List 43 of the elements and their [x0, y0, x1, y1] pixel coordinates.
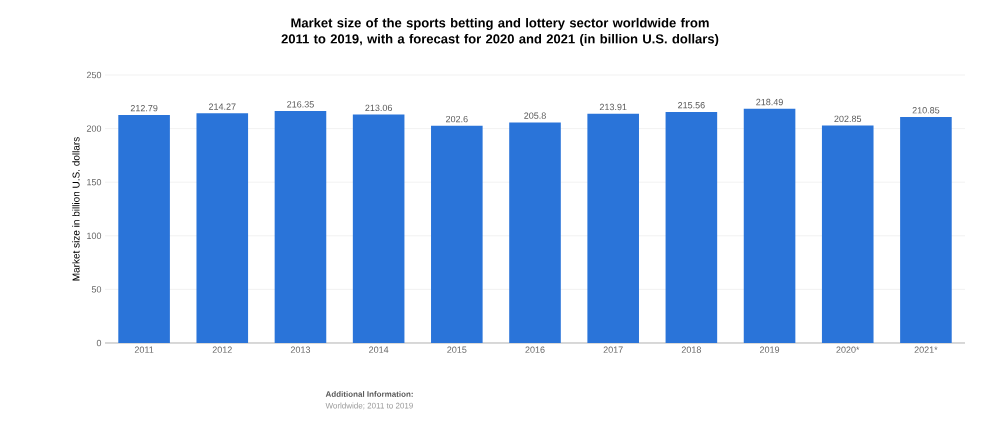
data-label: 215.56: [678, 102, 705, 109]
data-label: 202.85: [834, 115, 862, 123]
chart-title: Market size of the sports betting and lottery sector worldwide from 2011 to 2019, with a forecast for 2020 and 2021 (in billion U.S. dollars): [281, 17, 719, 47]
y-tick-label: 0: [96, 339, 102, 347]
x-tick-label: 2012: [212, 346, 232, 353]
y-axis-title: Market size in billion U.S. dollars: [72, 137, 80, 281]
data-label: 205.8: [524, 112, 546, 119]
bar: [509, 122, 561, 343]
y-tick-label: 100: [87, 232, 102, 239]
bar: [900, 116, 952, 343]
data-label: 213.91: [599, 103, 627, 111]
x-tick-label: 2016: [525, 346, 545, 353]
x-tick-label: 2015: [447, 346, 467, 353]
x-tick-label: 2017: [603, 346, 623, 353]
x-tick-label: 2011: [134, 346, 154, 353]
y-tick-label: 150: [87, 179, 102, 186]
data-label: 218.49: [756, 98, 783, 106]
data-label: 213.06: [365, 104, 393, 112]
data-label: 202.6: [446, 115, 468, 123]
data-label: 212.79: [130, 104, 158, 112]
bar: [587, 113, 639, 343]
bar: [196, 113, 249, 343]
data-label: 210.85: [912, 107, 940, 114]
data-label: 214.27: [208, 103, 236, 110]
y-tick-label: 250: [86, 71, 102, 79]
text: Additional Information:: [325, 391, 413, 397]
bar: [743, 108, 796, 343]
x-tick-label: 2021*: [914, 346, 938, 353]
data-label: 216.35: [287, 101, 314, 108]
y-tick-label: 50: [91, 286, 102, 293]
bar: [352, 114, 405, 343]
x-tick-label: 2018: [681, 346, 701, 353]
x-tick-label: 2014: [369, 346, 389, 353]
bar: [118, 114, 170, 343]
y-tick-label: 200: [86, 125, 102, 132]
bar: [431, 125, 483, 343]
x-tick-label: 2019: [760, 346, 780, 353]
bar: [274, 111, 327, 343]
x-tick-label: 2013: [290, 346, 311, 353]
bar: [821, 125, 874, 343]
text: Worldwide; 2011 to 2019: [325, 402, 413, 410]
x-tick-label: 2020*: [836, 346, 860, 353]
bar: [665, 111, 718, 343]
